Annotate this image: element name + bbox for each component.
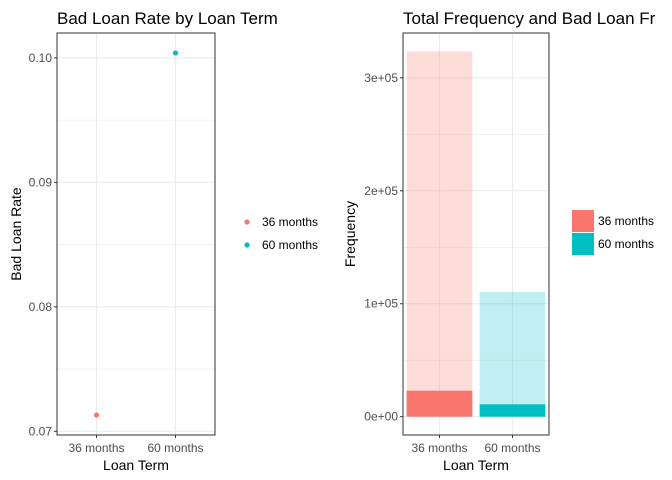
chart1-x-tick-label: 36 months (68, 441, 124, 455)
chart2-panel-border (402, 32, 550, 436)
chart2-legend-key (572, 210, 594, 232)
chart2-y-tick-label: 0e+00 (364, 410, 398, 424)
chart1-legend-key (244, 242, 250, 248)
chart2-y-tick-label: 1e+05 (364, 297, 398, 311)
chart1-y-tick-label: 0.10 (29, 51, 53, 65)
chart1-x-ticks: 36 months 60 months (68, 435, 204, 455)
chart2-x-ticks: 36 months 60 months (411, 435, 541, 455)
chart1-panel-border (56, 32, 216, 436)
chart2-title: Total Frequency and Bad Loan Fr (403, 9, 656, 28)
chart1-title: Bad Loan Rate by Loan Term (57, 9, 278, 28)
chart2-bad-bar-60-months (479, 404, 546, 417)
chart1-y-tick-label: 0.08 (29, 300, 53, 314)
chart2-y-axis-title: Frequency (342, 201, 358, 267)
chart2-legend: 36 months 60 months (572, 210, 654, 255)
chart1-x-tick-label: 60 months (147, 441, 203, 455)
chart-bad-loan-rate: Bad Loan Rate by Loan Term 0.070.080.090… (8, 9, 318, 473)
chart2-y-ticks: 0e+00 1e+05 2e+05 3e+05 (364, 71, 403, 424)
chart1-y-tick-label: 0.09 (29, 175, 53, 189)
chart2-legend-label: 60 months (598, 237, 654, 251)
chart2-x-tick-label: 36 months (411, 441, 467, 455)
chart2-y-tick-label: 2e+05 (364, 184, 398, 198)
chart1-gridlines (57, 33, 215, 435)
chart1-point-60-months (172, 50, 179, 56)
chart1-legend-label: 36 months (262, 215, 318, 229)
chart1-y-axis-title: Bad Loan Rate (8, 187, 24, 281)
chart2-legend-label: 36 months (598, 214, 654, 228)
chart2-legend-key (572, 233, 594, 255)
chart1-y-tick-label: 0.07 (29, 424, 53, 438)
chart2-y-tick-label: 3e+05 (364, 71, 398, 85)
chart1-point-36-months (93, 412, 100, 418)
chart2-bad-bar-36-months (406, 390, 473, 417)
chart1-y-ticks: 0.07 0.08 0.09 0.10 (29, 51, 57, 438)
chart2-total-bar-60-months (479, 291, 546, 417)
chart-frequency: Total Frequency and Bad Loan Fr 0e+00 1e+… (342, 9, 656, 473)
chart2-x-tick-label: 60 months (484, 441, 540, 455)
chart1-points (93, 50, 179, 418)
chart2-total-bar-36-months (406, 51, 473, 417)
chart2-x-axis-title: Loan Term (443, 457, 509, 473)
chart1-legend-key (244, 219, 250, 225)
chart1-legend-label: 60 months (262, 238, 318, 252)
chart1-legend: 36 months 60 months (244, 215, 318, 252)
chart1-x-axis-title: Loan Term (103, 457, 169, 473)
chart2-bars (406, 51, 546, 417)
